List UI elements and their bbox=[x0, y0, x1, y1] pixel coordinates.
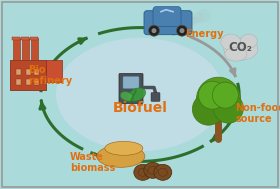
Text: Energy: Energy bbox=[185, 29, 223, 39]
Text: CO₂: CO₂ bbox=[229, 41, 253, 54]
FancyBboxPatch shape bbox=[31, 39, 38, 60]
Circle shape bbox=[193, 12, 204, 23]
Circle shape bbox=[196, 77, 241, 121]
FancyBboxPatch shape bbox=[30, 37, 38, 40]
Circle shape bbox=[213, 93, 243, 123]
Ellipse shape bbox=[129, 88, 146, 101]
Circle shape bbox=[199, 81, 227, 109]
FancyBboxPatch shape bbox=[15, 70, 20, 75]
Circle shape bbox=[151, 28, 157, 33]
Circle shape bbox=[176, 25, 188, 36]
FancyBboxPatch shape bbox=[25, 70, 31, 75]
Circle shape bbox=[197, 9, 211, 23]
Ellipse shape bbox=[221, 34, 241, 50]
Ellipse shape bbox=[154, 164, 172, 180]
Circle shape bbox=[148, 25, 160, 36]
Ellipse shape bbox=[144, 162, 162, 178]
FancyBboxPatch shape bbox=[46, 60, 62, 82]
Text: Non-food
source: Non-food source bbox=[235, 103, 280, 124]
FancyBboxPatch shape bbox=[34, 80, 38, 85]
Text: Biofuel: Biofuel bbox=[113, 101, 167, 115]
Ellipse shape bbox=[97, 145, 145, 167]
Ellipse shape bbox=[105, 141, 143, 155]
FancyBboxPatch shape bbox=[12, 37, 20, 40]
Ellipse shape bbox=[240, 34, 257, 48]
FancyBboxPatch shape bbox=[13, 39, 20, 60]
Circle shape bbox=[190, 17, 198, 25]
FancyBboxPatch shape bbox=[25, 80, 31, 85]
Circle shape bbox=[213, 82, 238, 108]
Ellipse shape bbox=[225, 47, 247, 61]
FancyBboxPatch shape bbox=[21, 37, 29, 40]
Circle shape bbox=[192, 93, 224, 125]
FancyBboxPatch shape bbox=[34, 70, 38, 75]
Ellipse shape bbox=[224, 38, 258, 60]
FancyBboxPatch shape bbox=[10, 60, 46, 91]
FancyBboxPatch shape bbox=[22, 39, 29, 60]
FancyBboxPatch shape bbox=[153, 7, 181, 27]
Text: Bio
refinery: Bio refinery bbox=[28, 65, 72, 86]
FancyBboxPatch shape bbox=[123, 77, 139, 88]
Text: Waste
biomass: Waste biomass bbox=[70, 152, 115, 173]
Ellipse shape bbox=[56, 38, 224, 151]
Ellipse shape bbox=[134, 164, 152, 180]
FancyBboxPatch shape bbox=[144, 11, 192, 35]
FancyBboxPatch shape bbox=[151, 92, 160, 101]
Ellipse shape bbox=[120, 92, 134, 101]
Circle shape bbox=[179, 28, 185, 33]
FancyBboxPatch shape bbox=[15, 80, 20, 85]
FancyBboxPatch shape bbox=[119, 74, 143, 104]
